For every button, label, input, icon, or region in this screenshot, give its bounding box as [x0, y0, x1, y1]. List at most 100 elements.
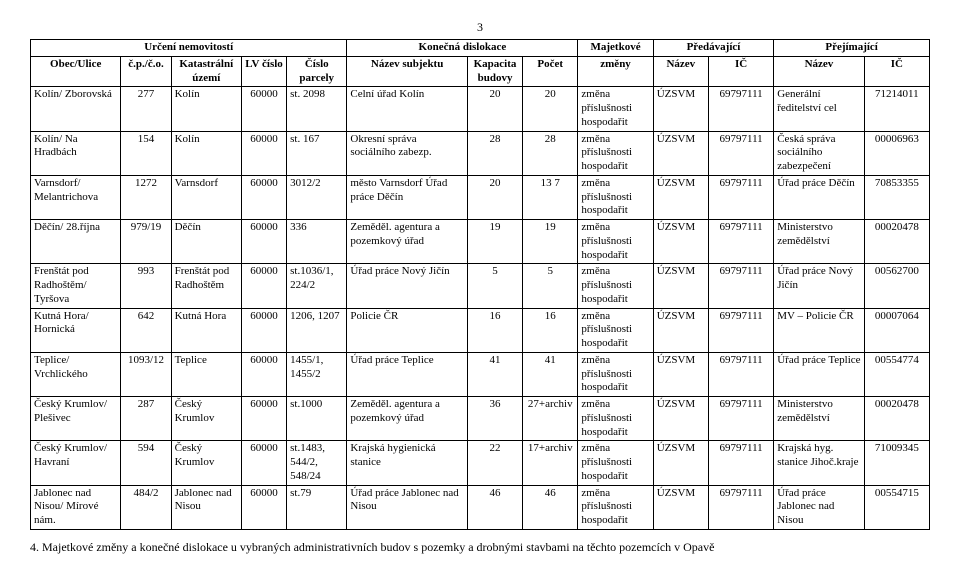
cell-pn: ÚZSVM — [653, 308, 708, 352]
hdr-katastralni: Katastrální území — [171, 56, 241, 87]
cell-obec: Český Krumlov/ Plešivec — [31, 397, 121, 441]
table-row: Teplice/ Vrchlického1093/12Teplice600001… — [31, 352, 930, 396]
cell-parc: 3012/2 — [287, 175, 347, 219]
cell-kat: Děčín — [171, 220, 241, 264]
cell-pic: 69797111 — [708, 87, 773, 131]
hdr-urceni: Určení nemovitostí — [31, 40, 347, 57]
hdr-cpco: č.p./č.o. — [121, 56, 171, 87]
cell-obec: Varnsdorf/ Melantrichova — [31, 175, 121, 219]
cell-parc: 1206, 1207 — [287, 308, 347, 352]
cell-pocet: 5 — [523, 264, 578, 308]
cell-jic: 00554715 — [864, 485, 929, 529]
hdr-dislokace: Konečná dislokace — [347, 40, 578, 57]
cell-kap: 28 — [467, 131, 522, 175]
cell-lv: 60000 — [241, 397, 286, 441]
cell-jic: 00554774 — [864, 352, 929, 396]
hdr-majetkove: Majetkové — [578, 40, 653, 57]
cell-pic: 69797111 — [708, 352, 773, 396]
cell-parc: st.79 — [287, 485, 347, 529]
cell-cpco: 642 — [121, 308, 171, 352]
cell-pocet: 46 — [523, 485, 578, 529]
hdr-obec: Obec/Ulice — [31, 56, 121, 87]
cell-cpco: 484/2 — [121, 485, 171, 529]
cell-obec: Kolín/ Na Hradbách — [31, 131, 121, 175]
cell-parc: 1455/1, 1455/2 — [287, 352, 347, 396]
cell-jic: 71214011 — [864, 87, 929, 131]
hdr-parcela: Číslo parcely — [287, 56, 347, 87]
cell-subj: Celní úřad Kolín — [347, 87, 468, 131]
hdr-zmeny: změny — [578, 56, 653, 87]
cell-lv: 60000 — [241, 87, 286, 131]
cell-jn: Ministerstvo zemědělství — [774, 220, 864, 264]
table-row: Frenštát pod Radhoštěm/ Tyršova993Frenšt… — [31, 264, 930, 308]
cell-obec: Kutná Hora/ Hornická — [31, 308, 121, 352]
cell-jic: 71009345 — [864, 441, 929, 485]
cell-cpco: 277 — [121, 87, 171, 131]
cell-pn: ÚZSVM — [653, 441, 708, 485]
cell-lv: 60000 — [241, 441, 286, 485]
table-body: Kolín/ Zborovská277Kolín60000st. 2098Cel… — [31, 87, 930, 530]
cell-lv: 60000 — [241, 352, 286, 396]
cell-obec: Děčín/ 28.října — [31, 220, 121, 264]
cell-jn: Ministerstvo zemědělství — [774, 397, 864, 441]
cell-pocet: 20 — [523, 87, 578, 131]
cell-pic: 69797111 — [708, 264, 773, 308]
page-number: 3 — [30, 20, 930, 35]
cell-subj: Zeměděl. agentura a pozemkový úřad — [347, 397, 468, 441]
cell-kat: Kolín — [171, 87, 241, 131]
cell-subj: Zeměděl. agentura a pozemkový úřad — [347, 220, 468, 264]
cell-jn: MV – Policie ČR — [774, 308, 864, 352]
cell-pic: 69797111 — [708, 220, 773, 264]
cell-subj: Úřad práce Teplice — [347, 352, 468, 396]
cell-kat: Český Krumlov — [171, 441, 241, 485]
cell-jn: Česká správa sociálního zabezpečení — [774, 131, 864, 175]
cell-obec: Teplice/ Vrchlického — [31, 352, 121, 396]
cell-zmeny: změna příslušnosti hospodařit — [578, 397, 653, 441]
cell-kat: Jablonec nad Nisou — [171, 485, 241, 529]
cell-lv: 60000 — [241, 175, 286, 219]
cell-pn: ÚZSVM — [653, 485, 708, 529]
table-row: Jablonec nad Nisou/ Mírové nám.484/2Jabl… — [31, 485, 930, 529]
cell-lv: 60000 — [241, 264, 286, 308]
cell-kap: 20 — [467, 175, 522, 219]
cell-zmeny: změna příslušnosti hospodařit — [578, 308, 653, 352]
cell-cpco: 594 — [121, 441, 171, 485]
cell-subj: Krajská hygienická stanice — [347, 441, 468, 485]
cell-kap: 36 — [467, 397, 522, 441]
hdr-subjekt: Název subjektu — [347, 56, 468, 87]
cell-zmeny: změna příslušnosti hospodařit — [578, 441, 653, 485]
cell-parc: st. 167 — [287, 131, 347, 175]
cell-obec: Jablonec nad Nisou/ Mírové nám. — [31, 485, 121, 529]
cell-subj: město Varnsdorf Úřad práce Děčín — [347, 175, 468, 219]
cell-zmeny: změna příslušnosti hospodařit — [578, 131, 653, 175]
cell-pn: ÚZSVM — [653, 264, 708, 308]
cell-pn: ÚZSVM — [653, 131, 708, 175]
cell-kat: Český Krumlov — [171, 397, 241, 441]
cell-kat: Kolín — [171, 131, 241, 175]
table-row: Kolín/ Zborovská277Kolín60000st. 2098Cel… — [31, 87, 930, 131]
hdr-p-nazev: Název — [653, 56, 708, 87]
cell-jn: Krajská hyg. stanice Jihoč.kraje — [774, 441, 864, 485]
cell-parc: st.1483, 544/2, 548/24 — [287, 441, 347, 485]
cell-kat: Kutná Hora — [171, 308, 241, 352]
cell-pic: 69797111 — [708, 175, 773, 219]
table-row: Varnsdorf/ Melantrichova1272Varnsdorf600… — [31, 175, 930, 219]
cell-kap: 16 — [467, 308, 522, 352]
cell-kat: Frenštát pod Radhoštěm — [171, 264, 241, 308]
hdr-prejimajici: Přejímající — [774, 40, 930, 57]
table-row: Kolín/ Na Hradbách154Kolín60000st. 167Ok… — [31, 131, 930, 175]
cell-cpco: 287 — [121, 397, 171, 441]
table-row: Děčín/ 28.října979/19Děčín60000336Zemědě… — [31, 220, 930, 264]
cell-kat: Teplice — [171, 352, 241, 396]
cell-jn: Generální ředitelství cel — [774, 87, 864, 131]
hdr-predavajici: Předávající — [653, 40, 774, 57]
cell-lv: 60000 — [241, 131, 286, 175]
cell-cpco: 979/19 — [121, 220, 171, 264]
cell-parc: st.1000 — [287, 397, 347, 441]
cell-pocet: 27+archiv — [523, 397, 578, 441]
cell-jn: Úřad práce Nový Jičín — [774, 264, 864, 308]
cell-parc: st. 2098 — [287, 87, 347, 131]
cell-parc: st.1036/1, 224/2 — [287, 264, 347, 308]
cell-zmeny: změna příslušnosti hospodařit — [578, 485, 653, 529]
cell-jn: Úřad práce Děčín — [774, 175, 864, 219]
